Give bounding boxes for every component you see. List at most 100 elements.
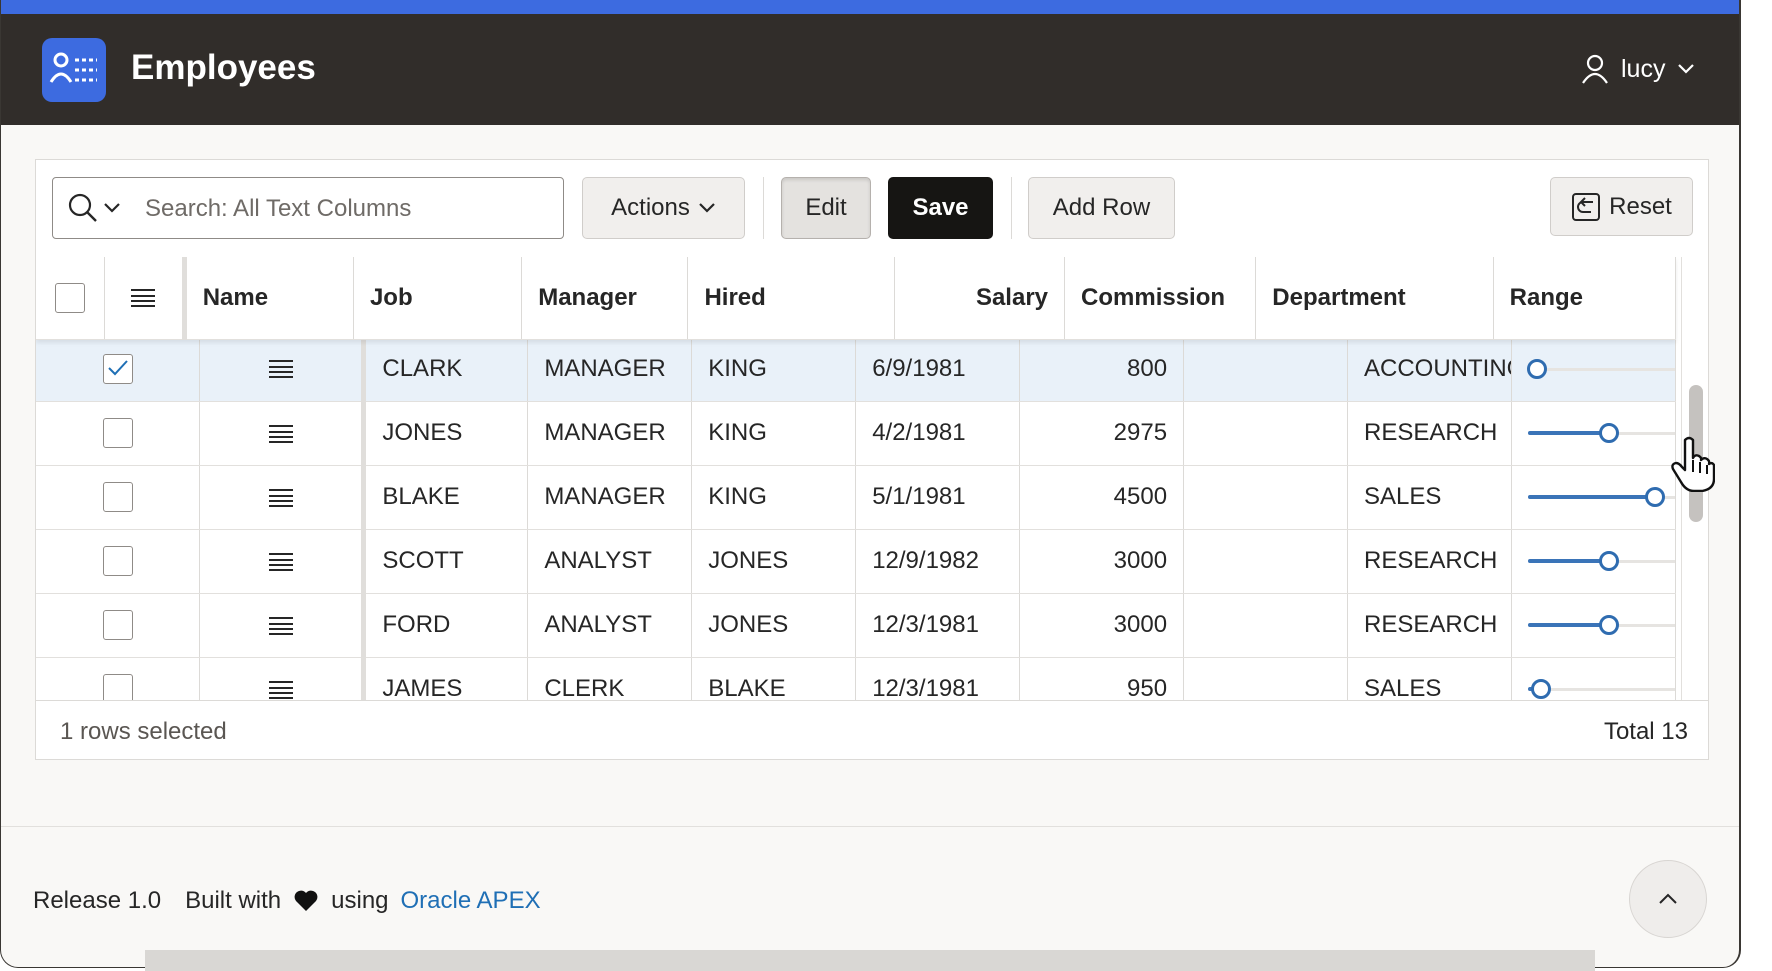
row-checkbox[interactable]: [102, 546, 133, 576]
search-box[interactable]: [52, 177, 564, 239]
row-actions-cell[interactable]: [199, 657, 367, 700]
cell-job[interactable]: MANAGER: [527, 401, 693, 466]
column-header-salary[interactable]: Salary: [894, 257, 1066, 340]
cell-salary[interactable]: 950: [1019, 657, 1185, 700]
range-slider[interactable]: [1527, 677, 1675, 700]
cell-range[interactable]: [1511, 529, 1677, 594]
add-row-button[interactable]: Add Row: [1028, 177, 1175, 239]
column-header-commission[interactable]: Commission: [1064, 257, 1257, 340]
row-checkbox[interactable]: [102, 610, 133, 640]
range-slider[interactable]: [1526, 357, 1675, 381]
cell-salary[interactable]: 3000: [1019, 529, 1185, 594]
slider-knob[interactable]: [1526, 358, 1547, 379]
cell-commission[interactable]: [1183, 593, 1348, 658]
table-row[interactable]: CLARK MANAGER KING 6/9/1981 800 ACCOUNTING: [36, 337, 1677, 402]
cell-hired[interactable]: 12/3/1981: [855, 593, 1021, 658]
row-checkbox[interactable]: [102, 418, 133, 448]
chevron-down-icon[interactable]: [103, 202, 121, 214]
scroll-to-top-button[interactable]: [1629, 860, 1707, 938]
search-icon[interactable]: [67, 192, 99, 224]
actions-button[interactable]: Actions: [582, 177, 745, 239]
cell-department[interactable]: SALES: [1347, 657, 1512, 700]
column-header-range[interactable]: Range: [1493, 257, 1677, 340]
cell-range[interactable]: [1511, 337, 1677, 402]
cell-salary[interactable]: 800: [1019, 337, 1185, 402]
search-input[interactable]: [143, 188, 547, 230]
table-row[interactable]: JONES MANAGER KING 4/2/1981 2975 RESEARCH: [36, 401, 1677, 466]
slider-knob[interactable]: [1599, 551, 1620, 571]
cell-hired[interactable]: 4/2/1981: [855, 401, 1021, 466]
cell-department[interactable]: RESEARCH: [1347, 593, 1512, 658]
cell-hired[interactable]: 12/3/1981: [855, 657, 1021, 700]
cell-job[interactable]: ANALYST: [527, 593, 693, 658]
row-actions-cell[interactable]: [199, 593, 367, 658]
cell-commission[interactable]: [1183, 337, 1348, 402]
row-checkbox[interactable]: [102, 353, 133, 384]
cell-name[interactable]: JAMES: [363, 657, 529, 700]
app-logo-icon[interactable]: [42, 38, 106, 102]
cell-hired[interactable]: 6/9/1981: [855, 337, 1021, 402]
cell-job[interactable]: CLERK: [527, 657, 693, 700]
cell-range[interactable]: [1511, 657, 1677, 700]
cell-hired[interactable]: 12/9/1982: [855, 529, 1021, 594]
row-checkbox[interactable]: [102, 674, 133, 700]
user-menu[interactable]: lucy: [1581, 54, 1695, 84]
reset-button[interactable]: Reset: [1550, 177, 1693, 236]
cell-commission[interactable]: [1183, 401, 1348, 466]
range-slider[interactable]: [1527, 613, 1675, 637]
cell-range[interactable]: [1511, 401, 1677, 466]
cell-manager[interactable]: JONES: [691, 593, 857, 658]
column-header-department[interactable]: Department: [1255, 257, 1494, 340]
cell-commission[interactable]: [1183, 657, 1348, 700]
cell-job[interactable]: MANAGER: [527, 465, 693, 530]
row-actions-cell[interactable]: [199, 401, 367, 466]
cell-name[interactable]: FORD: [363, 593, 529, 658]
cell-job[interactable]: MANAGER: [527, 337, 693, 402]
cell-department[interactable]: RESEARCH: [1347, 401, 1512, 466]
table-row[interactable]: JAMES CLERK BLAKE 12/3/1981 950 SALES: [36, 657, 1677, 700]
row-actions-cell[interactable]: [199, 337, 367, 402]
cell-department[interactable]: ACCOUNTING: [1347, 337, 1512, 402]
cell-department[interactable]: RESEARCH: [1347, 529, 1512, 594]
slider-knob[interactable]: [1599, 423, 1620, 443]
cell-commission[interactable]: [1183, 465, 1348, 530]
cell-manager[interactable]: KING: [691, 465, 857, 530]
row-actions-cell[interactable]: [199, 465, 367, 530]
cell-name[interactable]: SCOTT: [363, 529, 529, 594]
cell-name[interactable]: BLAKE: [363, 465, 529, 530]
slider-knob[interactable]: [1531, 679, 1552, 699]
cell-salary[interactable]: 4500: [1019, 465, 1185, 530]
column-header-job[interactable]: Job: [353, 257, 523, 340]
range-slider[interactable]: [1527, 485, 1675, 509]
cell-manager[interactable]: KING: [691, 401, 857, 466]
row-actions-cell[interactable]: [199, 529, 367, 594]
cell-salary[interactable]: 2975: [1019, 401, 1185, 466]
cell-range[interactable]: [1511, 593, 1677, 658]
column-header-manager[interactable]: Manager: [521, 257, 689, 340]
cell-hired[interactable]: 5/1/1981: [855, 465, 1021, 530]
cell-manager[interactable]: BLAKE: [691, 657, 857, 700]
table-row[interactable]: FORD ANALYST JONES 12/3/1981 3000 RESEARCH: [36, 593, 1677, 658]
column-header-name[interactable]: Name: [184, 257, 354, 340]
cell-manager[interactable]: JONES: [691, 529, 857, 594]
range-slider[interactable]: [1527, 549, 1675, 573]
cell-name[interactable]: CLARK: [363, 337, 529, 402]
cell-job[interactable]: ANALYST: [527, 529, 693, 594]
edit-button[interactable]: Edit: [781, 177, 871, 239]
oracle-apex-link[interactable]: Oracle APEX: [400, 887, 541, 914]
slider-knob[interactable]: [1645, 487, 1666, 507]
table-row[interactable]: SCOTT ANALYST JONES 12/9/1982 3000 RESEARCH: [36, 529, 1677, 594]
cell-name[interactable]: JONES: [363, 401, 529, 466]
range-slider[interactable]: [1527, 421, 1675, 445]
cell-salary[interactable]: 3000: [1019, 593, 1185, 658]
cell-manager[interactable]: KING: [691, 337, 857, 402]
column-header-hired[interactable]: Hired: [687, 257, 895, 340]
select-all-checkbox[interactable]: [54, 282, 85, 313]
save-button[interactable]: Save: [888, 177, 993, 239]
row-checkbox[interactable]: [102, 482, 133, 512]
slider-knob[interactable]: [1599, 615, 1620, 635]
table-row[interactable]: BLAKE MANAGER KING 5/1/1981 4500 SALES: [36, 465, 1677, 530]
cell-commission[interactable]: [1183, 529, 1348, 594]
cell-department[interactable]: SALES: [1347, 465, 1512, 530]
cell-range[interactable]: [1511, 465, 1677, 530]
